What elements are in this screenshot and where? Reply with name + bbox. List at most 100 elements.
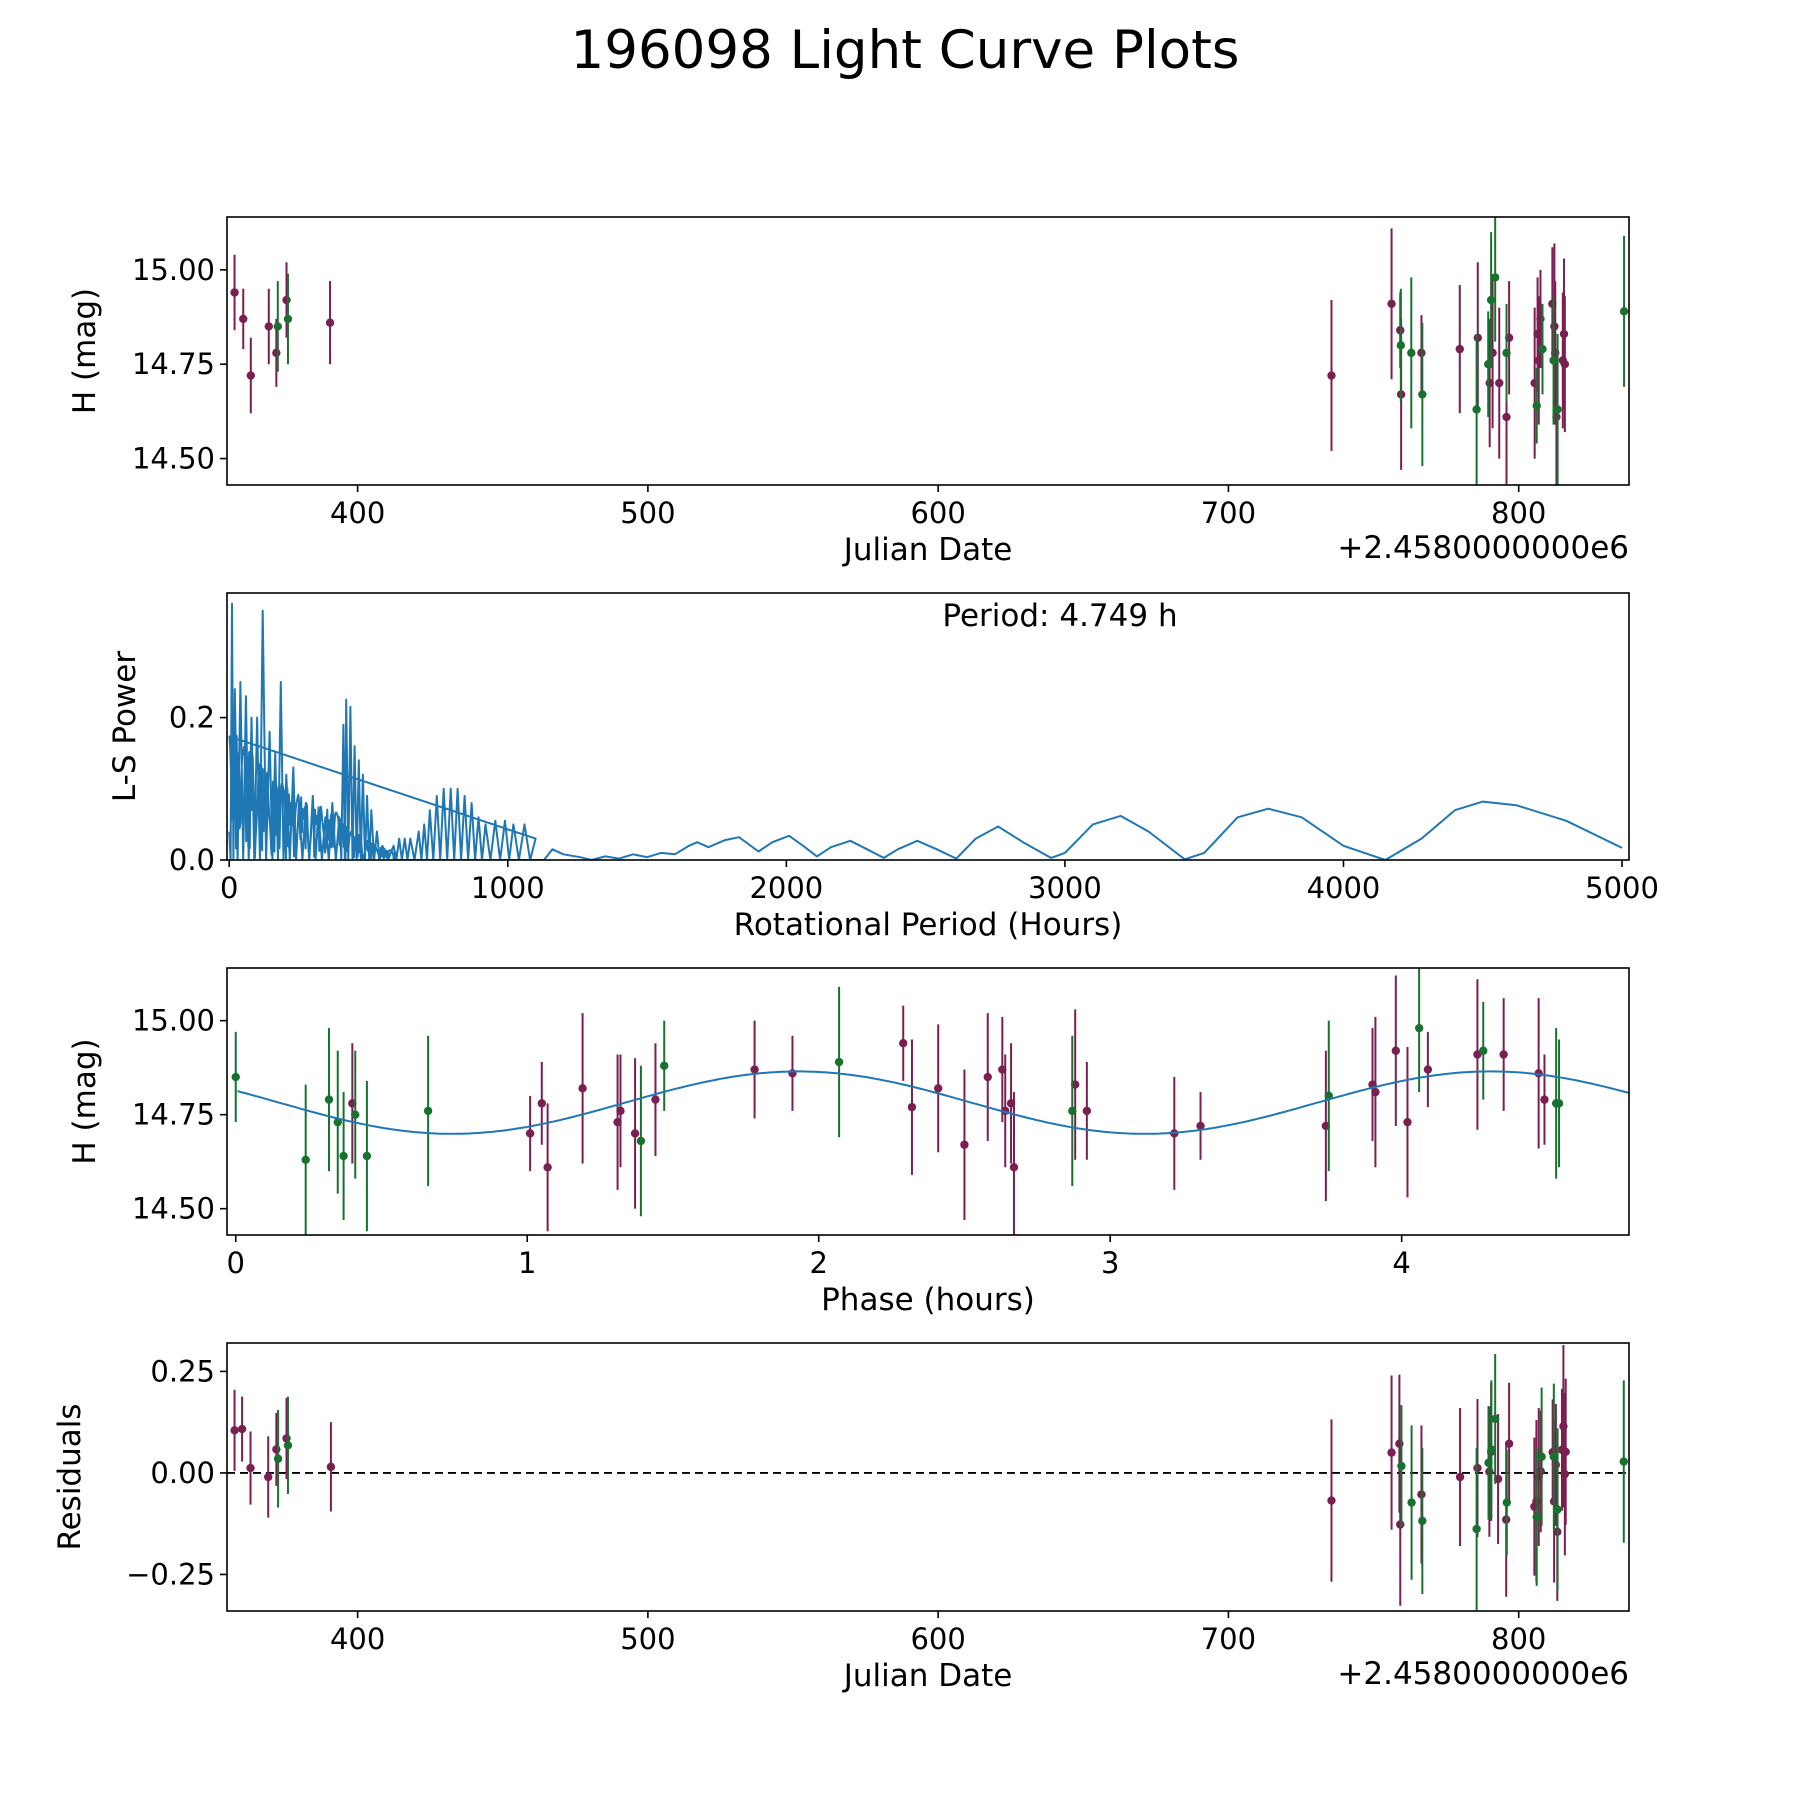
data-point-purple [264,1472,273,1482]
data-point-green [273,1454,283,1463]
data-point-green [1532,1512,1541,1521]
data-point-green [1486,295,1496,305]
plot-area [230,217,1629,485]
fit-curve [237,1070,1629,1135]
data-point-green [351,1110,360,1119]
x-tick-label: 700 [1201,496,1256,530]
data-point-purple [230,288,239,297]
data-point-green [1553,405,1562,414]
plot-area [227,1345,1629,1611]
data-point-purple [983,1072,992,1082]
data-point-purple [1502,412,1511,422]
data-point-purple [1499,1050,1508,1059]
data-point-purple [1473,333,1482,342]
y-tick-label: 14.75 [132,347,215,381]
data-point-purple [934,1084,943,1093]
data-point-purple [272,348,281,358]
y-tick-label: 0.25 [150,1354,215,1388]
x-tick-label: 0 [220,871,238,905]
figure-title: 196098 Light Curve Plots [571,20,1240,81]
data-point-green [1472,1524,1481,1534]
data-point-purple [788,1069,797,1078]
data-point-purple [537,1099,546,1108]
data-point-purple [1009,1163,1019,1172]
y-tick-label: 14.50 [132,1192,215,1226]
data-point-purple [1396,1520,1405,1529]
x-axis-label: Rotational Period (Hours) [734,907,1123,943]
y-tick-label: 0.0 [169,843,215,877]
data-point-green [1549,1452,1559,1461]
data-point-green [283,314,293,324]
x-tick-label: 400 [330,496,385,530]
y-axis-label: H (mag) [67,288,103,414]
y-tick-label: 15.00 [132,253,215,287]
axes-frame [226,592,1630,861]
data-point-green [283,1441,293,1450]
axes-frame [226,967,1630,1236]
data-point-purple [525,1129,535,1138]
data-point-purple [1196,1121,1205,1131]
data-point-green [1487,1445,1496,1454]
data-point-purple [264,322,273,331]
y-tick-label: 14.50 [132,442,215,476]
data-point-green [339,1151,348,1161]
data-point-purple [1403,1117,1412,1127]
data-point-purple [1495,378,1504,388]
panel-periodogram: 0 1000 2000 3000 4000 5000 0.0 0.2 Rotational Pe… [107,592,1659,943]
data-point-green [1553,1505,1562,1514]
data-point-green [1396,341,1406,350]
data-point-purple [246,1463,255,1473]
data-point-purple [1423,1065,1433,1074]
x-tick-label: 500 [620,1622,675,1656]
y-tick-label: 15.00 [132,1004,215,1038]
panel-light-curve: 400 500 600 700 800 14.50 14.75 15.00 Julian Dat… [67,216,1630,568]
data-point-purple [1387,299,1396,309]
x-offset-label: +2.4580000000e6 [1337,530,1629,566]
x-tick-label: 2 [809,1246,827,1280]
data-point-purple [616,1106,625,1116]
axes-frame [226,216,1630,486]
x-axis-label: Phase (hours) [821,1282,1035,1318]
data-point-purple [750,1065,759,1074]
x-tick-label: 3 [1101,1246,1119,1280]
data-point-purple [246,371,256,380]
data-point-purple [630,1129,640,1138]
x-tick-label: 1000 [471,871,545,905]
data-point-green [1407,348,1416,358]
data-point-purple [282,1434,291,1443]
plot-area [228,602,1623,860]
data-point-purple [1371,1087,1380,1097]
x-tick-label: 800 [1491,496,1546,530]
y-axis-label: Residuals [52,1403,88,1550]
data-point-purple [237,1424,247,1434]
data-point-purple [907,1102,917,1112]
x-tick-label: 400 [330,1622,385,1656]
data-point-purple [1488,348,1497,358]
data-point-green [1490,1414,1500,1424]
data-point-green [333,1117,342,1127]
panel-phase-fold: 0 1 2 3 4 14.50 14.75 15.00 Phase (hours) H (mag) [67,967,1630,1318]
data-point-purple [1327,371,1336,380]
data-point-purple [1504,1439,1514,1448]
data-point-green [1554,1099,1564,1108]
data-point-purple [1455,1472,1465,1482]
x-tick-label: 800 [1491,1622,1546,1656]
x-tick-label: 4 [1392,1246,1410,1280]
data-point-green [1537,1452,1546,1461]
x-tick-label: 600 [910,1622,965,1656]
data-point-purple [272,1445,281,1454]
data-point-green [1549,356,1558,365]
data-point-purple [1387,1448,1396,1457]
data-point-green [1414,1023,1424,1033]
y-tick-label: 14.75 [132,1098,215,1132]
data-point-green [636,1136,646,1146]
data-point-green [1397,1461,1406,1471]
data-point-purple [1327,1496,1336,1505]
y-tick-label: 0.2 [169,701,215,735]
x-tick-label: 5000 [1585,871,1659,905]
x-axis-label: Julian Date [842,532,1013,568]
period-annotation: Period: 4.749 h [942,598,1177,634]
data-point-green [1407,1498,1416,1507]
data-point-purple [230,1426,239,1435]
